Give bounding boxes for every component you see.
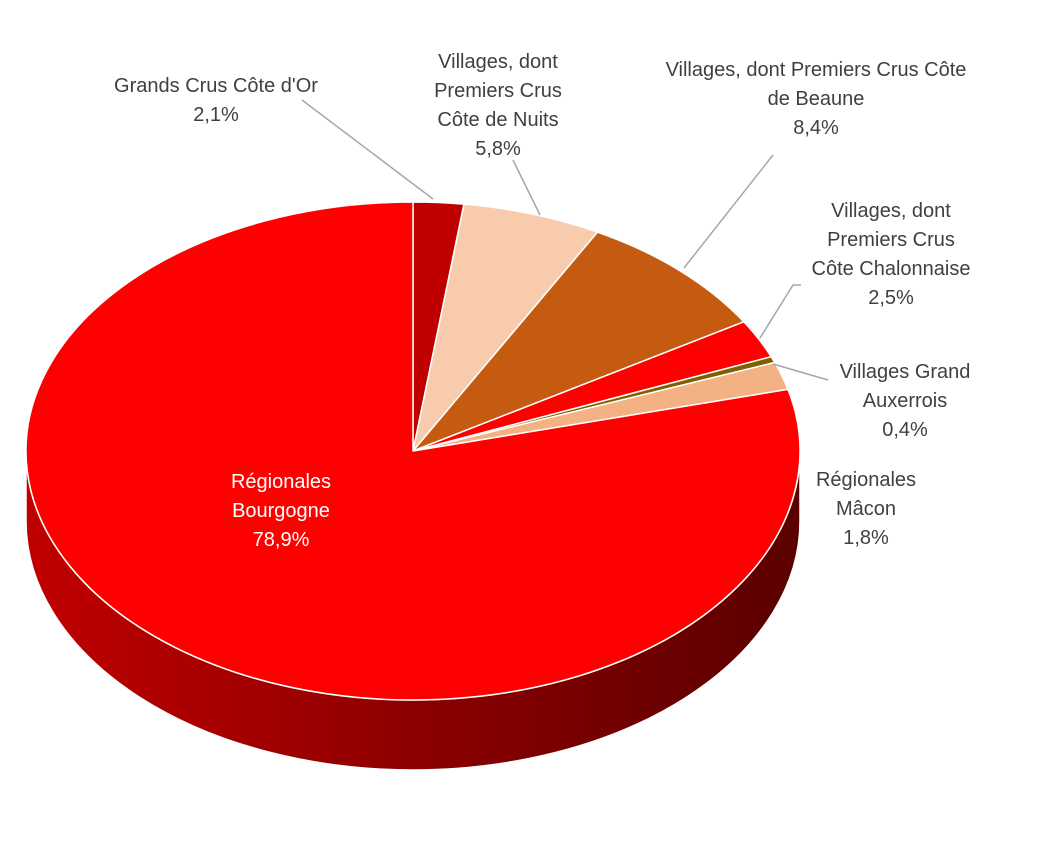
slice-label-1-line-0: Villages, dont	[438, 51, 558, 73]
slice-label-5-line-1: Mâcon	[836, 498, 896, 520]
slice-label-6-line-0: Régionales	[231, 471, 331, 493]
slice-label-5-line-0: Régionales	[816, 469, 916, 491]
slice-1-villages-dont-premiers-crus-cote-de-nuits	[412, 203, 599, 452]
slice-label-0: Grands Crus Côte d'Or 2,1%	[114, 75, 318, 126]
leader-lines	[301, 99, 829, 381]
leader-line-0	[301, 99, 434, 200]
slice-label-2-line-1: de Beaune	[768, 88, 865, 110]
slice-label-4: Villages Grand Auxerrois 0,4%	[840, 361, 971, 441]
slice-label-4-line-1: Auxerrois	[863, 390, 947, 412]
slice-label-2: Villages, dont Premiers Crus Côte de Beau…	[666, 59, 967, 139]
leader-line-2	[683, 154, 774, 269]
slice-label-3-line-1: Premiers Crus	[827, 229, 955, 251]
slice-label-6-line-1: Bourgogne	[232, 500, 330, 522]
slice-label-4-line-0: Villages Grand	[840, 361, 971, 383]
slice-label-6: Régionales Bourgogne 78,9%	[231, 471, 331, 551]
slice-label-0-line-0: Grands Crus Côte d'Or	[114, 75, 318, 97]
slice-label-1-line-3: 5,8%	[475, 138, 521, 160]
leader-line-1	[512, 159, 541, 216]
slice-label-2-line-0: Villages, dont Premiers Crus Côte	[666, 59, 967, 81]
slice-label-3-line-0: Villages, dont	[831, 200, 951, 222]
slice-label-3: Villages, dont Premiers Crus Côte Chalonna…	[812, 200, 971, 309]
leader-line-3	[759, 284, 801, 339]
leader-line-4	[772, 363, 829, 381]
slice-label-5-line-2: 1,8%	[843, 527, 889, 549]
slice-label-6-line-2: 78,9%	[253, 529, 310, 551]
slice-labels: Grands Crus Côte d'Or 2,1% Villages, dont P…	[114, 51, 970, 551]
slice-label-4-line-2: 0,4%	[882, 419, 928, 441]
slice-label-1: Villages, dont Premiers Crus Côte de Nuits…	[434, 51, 562, 160]
slice-2-villages-dont-premiers-crus-cote-de-beaune	[412, 231, 745, 452]
pie-slices	[25, 201, 801, 701]
slice-label-0-line-1: 2,1%	[193, 104, 239, 126]
slice-label-3-line-2: Côte Chalonnaise	[812, 258, 971, 280]
slice-label-3-line-3: 2,5%	[868, 287, 914, 309]
slice-label-1-line-1: Premiers Crus	[434, 80, 562, 102]
slice-6-regionales-bourgogne	[25, 201, 801, 701]
slice-label-1-line-2: Côte de Nuits	[437, 109, 558, 131]
slice-label-2-line-2: 8,4%	[793, 117, 839, 139]
slice-label-5: Régionales Mâcon 1,8%	[816, 469, 916, 549]
